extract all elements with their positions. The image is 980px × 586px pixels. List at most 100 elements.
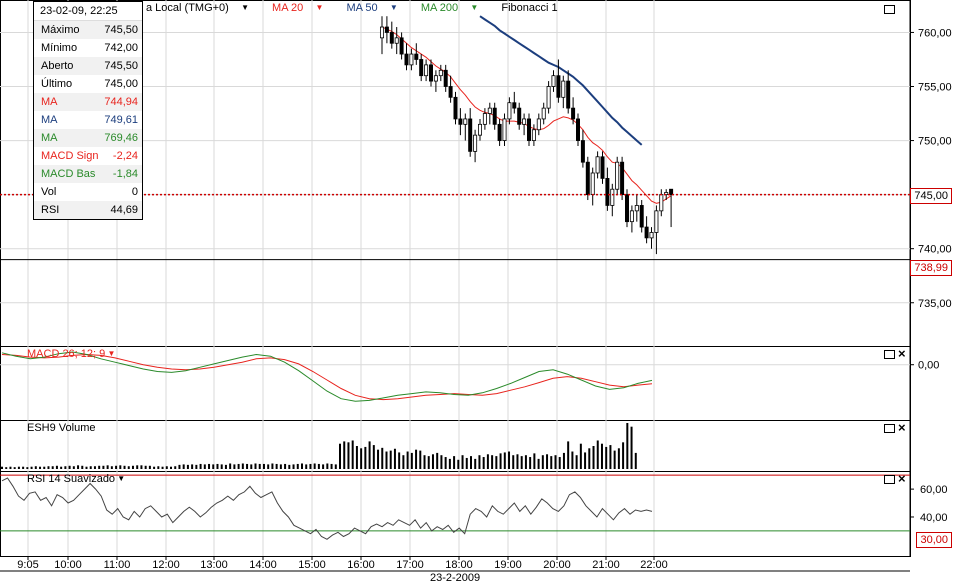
candle: [507, 97, 512, 125]
macd-close-icon[interactable]: ×: [898, 346, 906, 361]
volume-maximize-icon[interactable]: [884, 424, 895, 433]
candle-body: [477, 123, 482, 136]
ma50-selector[interactable]: MA 50 ▼: [346, 2, 398, 14]
candle-body: [458, 118, 463, 125]
candle-body: [585, 161, 590, 196]
tooltip-row: MA 749,61: [34, 111, 142, 129]
candle-body: [482, 113, 487, 125]
x-tick-label: 12:00: [152, 559, 180, 571]
candle: [536, 113, 541, 136]
candle: [477, 118, 482, 141]
x-axis-date: 23-2-2009: [430, 572, 481, 584]
candle-body: [551, 75, 556, 87]
macd-maximize-icon[interactable]: [884, 350, 895, 359]
candle-body: [468, 118, 473, 152]
ma20-line: [381, 26, 672, 204]
tooltip-row: Vol 0: [34, 183, 142, 201]
candle-body: [389, 32, 394, 44]
candle-body: [443, 69, 448, 87]
tooltip-label: MA: [41, 114, 58, 126]
candle-body: [649, 232, 654, 239]
tooltip-label: MACD Sign: [41, 150, 98, 162]
ma200-selector[interactable]: MA 200 ▼: [420, 2, 479, 14]
candle: [571, 97, 576, 125]
tooltip-label: Último: [41, 78, 73, 90]
fibonacci-selector[interactable]: Fibonacci 1: [501, 2, 558, 14]
candle-body: [473, 134, 478, 152]
main-panel-maximize-icon[interactable]: [884, 5, 895, 14]
rsi-maximize-icon[interactable]: [884, 475, 895, 484]
x-tick-label: 16:00: [347, 559, 375, 571]
candle: [629, 205, 634, 233]
candle-body: [536, 118, 541, 131]
candle: [404, 43, 409, 71]
candle: [625, 189, 630, 228]
x-tick-label: 19:00: [494, 559, 522, 571]
candle: [522, 113, 527, 136]
candle-body: [438, 69, 443, 77]
x-tick-label: 21:00: [592, 559, 620, 571]
candle: [585, 156, 590, 201]
candle: [590, 167, 595, 206]
candle-body: [419, 59, 424, 77]
volume-close-icon[interactable]: ×: [898, 420, 906, 435]
ma20-selector[interactable]: MA 20 ▼: [272, 2, 324, 14]
candle: [497, 118, 502, 146]
macd-panel-label[interactable]: MACD 26; 12; 9 ▼: [27, 348, 116, 360]
y-tick-label: 755,00: [918, 82, 952, 94]
y-tick-label: 750,00: [918, 136, 952, 148]
tooltip-datetime: 23-02-09, 22:25: [34, 2, 142, 21]
tooltip-value: -2,24: [112, 150, 138, 162]
panel-frame: [0, 346, 911, 421]
candle-body: [595, 156, 600, 174]
candle-body: [629, 210, 634, 223]
candle: [399, 32, 404, 60]
tooltip-row: MACD Bas -1,84: [34, 165, 142, 183]
candle-body: [531, 129, 536, 141]
candle: [580, 129, 585, 168]
candle-body: [576, 118, 581, 141]
panel-frame: [0, 420, 911, 472]
candle-body: [654, 210, 659, 233]
candle: [595, 151, 600, 179]
candle-body: [556, 75, 561, 98]
tooltip-label: MA: [41, 132, 58, 144]
data-tooltip: 23-02-09, 22:25 Máximo 745,50 Mínimo 742,00…: [33, 1, 143, 220]
candle: [605, 167, 610, 211]
candle: [487, 102, 492, 125]
rsi-panel-label[interactable]: RSI 14 Suavizado ▼: [27, 473, 126, 485]
tooltip-label: Mínimo: [41, 42, 78, 54]
candle-body: [404, 53, 409, 66]
macd-tick-label: 0,00: [918, 360, 939, 372]
candle: [463, 113, 468, 141]
candle-body: [580, 140, 585, 163]
tooltip-row: MACD Sign -2,24: [34, 147, 142, 165]
candle: [414, 43, 419, 65]
rsi-close-icon[interactable]: ×: [898, 471, 906, 486]
candle: [556, 59, 561, 103]
x-tick-label: 20:00: [543, 559, 571, 571]
candle: [634, 194, 639, 222]
candle-body: [527, 118, 532, 141]
candle-body: [546, 86, 551, 109]
candle: [644, 216, 649, 244]
candle: [438, 64, 443, 82]
candle-body: [399, 37, 404, 55]
x-tick-label: 22:00: [640, 559, 668, 571]
candle: [649, 227, 654, 249]
candle-body: [517, 107, 522, 125]
candle: [654, 205, 659, 255]
timezone-selector[interactable]: a Local (TMG+0) ▼: [146, 2, 249, 14]
candle: [664, 189, 669, 201]
tooltip-row: RSI 44,69: [34, 201, 142, 219]
candle: [482, 108, 487, 130]
candle-body: [492, 107, 497, 125]
y-tick-label: 740,00: [918, 244, 952, 256]
candle-body: [379, 26, 384, 39]
tooltip-row: MA 744,94: [34, 93, 142, 111]
candle-body: [502, 118, 507, 141]
candle: [473, 129, 478, 163]
indicator-toolbar: a Local (TMG+0) ▼ MA 20 ▼ MA 50 ▼ MA 200…: [146, 2, 578, 18]
candle-body: [453, 96, 458, 120]
